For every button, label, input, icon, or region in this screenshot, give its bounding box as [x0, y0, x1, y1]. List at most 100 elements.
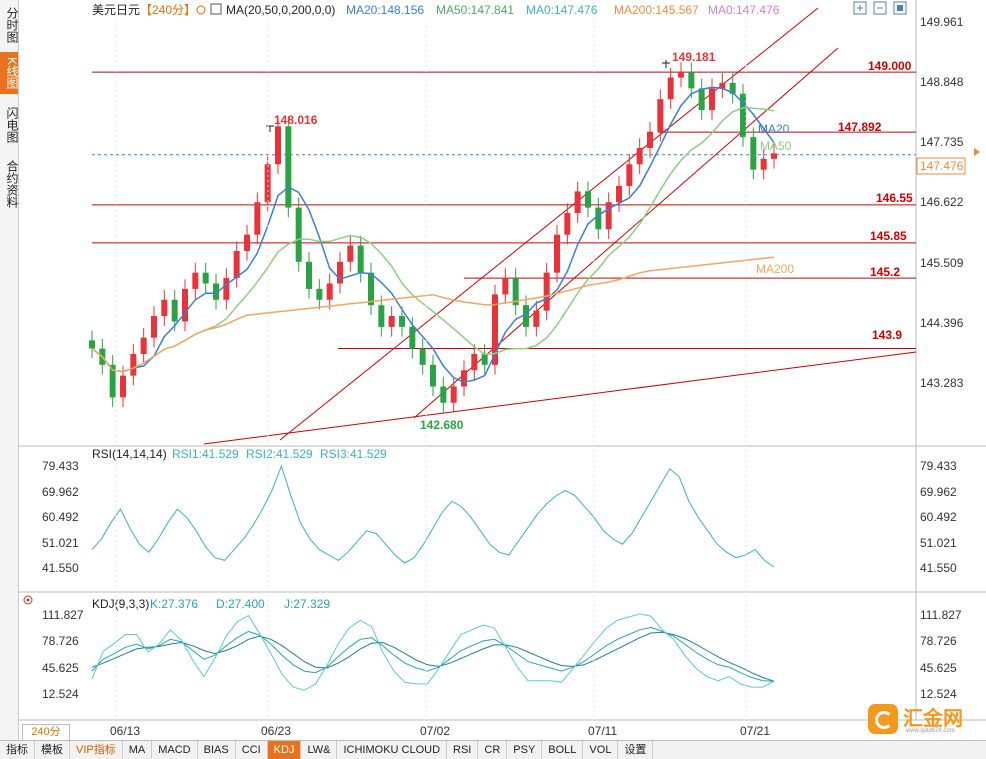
indicator-tab-1[interactable]: 模板: [35, 741, 70, 759]
kdj-tick: 12.524: [42, 687, 79, 701]
tab-kline[interactable]: K线图: [0, 52, 19, 94]
indicator-tab-12[interactable]: PSY: [507, 741, 543, 759]
rsi-tick: 60.492: [920, 510, 957, 524]
candle-body: [254, 202, 261, 235]
candle-body: [89, 340, 95, 349]
indicator-tab-2[interactable]: VIP指标: [70, 741, 123, 759]
chart-type-icon[interactable]: [210, 3, 222, 15]
tab-flash[interactable]: 闪电图: [5, 107, 19, 143]
rsi-tick: 60.492: [42, 510, 79, 524]
candle-body: [368, 272, 374, 306]
rsi-tick: 69.962: [42, 485, 79, 499]
kdj-j-line: [91, 613, 775, 691]
candle-body: [120, 375, 126, 398]
candle-body: [543, 272, 550, 311]
kdj-tick: 45.625: [42, 661, 79, 675]
left-tab-bar: 分时图 K线图 闪电图 合约资料: [0, 0, 19, 740]
candle-body: [523, 305, 529, 327]
current-price-box: [916, 157, 966, 175]
indicator-tab-5[interactable]: BIAS: [198, 741, 236, 759]
low-label: 142.680: [420, 418, 464, 432]
ma200-line: [91, 256, 775, 373]
indicator-tab-6[interactable]: CCI: [236, 741, 268, 759]
kdj-tick: 78.726: [42, 634, 79, 648]
candle-body: [502, 278, 509, 295]
chart-canvas[interactable]: 美元日元 【240分】 MA(20,50,0,200,0,0) MA20:148…: [18, 0, 986, 740]
candle-body: [419, 348, 426, 365]
ma200-value: MA200:145.567: [614, 3, 699, 17]
date-label: 06/23: [261, 724, 291, 738]
candle-body: [244, 234, 250, 251]
settings-icon[interactable]: [196, 5, 206, 15]
candle-body: [306, 261, 312, 289]
candle-body: [295, 207, 302, 262]
candle-body: [130, 353, 137, 376]
candle-body: [140, 337, 147, 354]
indicator-tab-15[interactable]: 设置: [618, 741, 654, 759]
indicator-tab-9[interactable]: ICHIMOKU CLOUD: [337, 741, 448, 759]
candle-body: [698, 88, 705, 111]
kdj-settings-icon[interactable]: [23, 595, 33, 605]
ma200-label: MA200: [756, 262, 794, 276]
candle-body: [388, 316, 395, 327]
candle-body: [512, 278, 519, 306]
candle-body: [616, 185, 622, 203]
indicator-tab-3[interactable]: MA: [123, 741, 153, 759]
candle-body: [740, 93, 746, 138]
indicator-tab-bar: 指标 模板 VIP指标 MA MACD BIAS CCI KDJ LW& ICHIMOKU CLO…: [0, 740, 986, 759]
candle-body: [233, 250, 240, 279]
rsi-tick: 51.021: [42, 536, 79, 550]
indicator-tab-8[interactable]: LW&: [301, 741, 338, 759]
high-label: 149.181: [672, 50, 716, 64]
candle-body: [574, 191, 581, 214]
rsi-tick: 69.962: [920, 485, 957, 499]
candle-body: [585, 191, 591, 208]
kdj-j-value: J:27.329: [284, 597, 330, 611]
zoom-out-icon[interactable]: [873, 1, 887, 15]
high-label: 148.016: [274, 113, 318, 127]
candle-body: [657, 99, 664, 132]
indicator-tab-10[interactable]: RSI: [447, 741, 479, 759]
date-label: 07/21: [740, 724, 770, 738]
candle-body: [471, 353, 478, 371]
channel-lower-line: [413, 47, 839, 419]
kdj-tick: 12.524: [920, 687, 957, 701]
indicator-tab-4[interactable]: MACD: [152, 741, 198, 759]
tab-timeshare[interactable]: 分时图: [5, 7, 19, 43]
candle-body: [326, 283, 333, 300]
rsi-header: RSI(14,14,14): [92, 447, 167, 461]
candle-body: [709, 88, 715, 111]
rsi-tick: 79.433: [42, 459, 79, 473]
candle-body: [760, 158, 767, 170]
kdj-header: KDJ(9,3,3): [92, 597, 149, 611]
indicator-tab-7[interactable]: KDJ: [267, 741, 302, 759]
tab-contract-info[interactable]: 合约资料: [5, 160, 19, 208]
candle-body: [337, 261, 343, 284]
candle-body: [275, 126, 281, 165]
candle-body: [667, 77, 674, 100]
ma0-value: MA0:147.476: [526, 3, 598, 17]
kdj-tick: 111.827: [42, 608, 84, 622]
candle-body: [554, 234, 560, 273]
rsi3-value: RSI3:41.529: [320, 447, 387, 461]
ma20-line: [91, 86, 775, 383]
candle-body: [647, 131, 653, 148]
candle-body: [378, 305, 385, 327]
rsi-tick: 51.021: [920, 536, 957, 550]
fullscreen-icon[interactable]: [893, 1, 907, 15]
indicator-tab-14[interactable]: VOL: [583, 741, 619, 759]
candle-body: [492, 294, 498, 365]
indicator-tab-11[interactable]: CR: [478, 741, 508, 759]
period-select[interactable]: 240分: [22, 724, 70, 741]
indicator-tab-13[interactable]: BOLL: [542, 741, 584, 759]
candle-body: [595, 207, 602, 230]
rsi-tick: 41.550: [42, 561, 79, 575]
candle-body: [771, 153, 777, 159]
indicator-tab-0[interactable]: 指标: [0, 741, 35, 759]
ma20-label: MA20: [758, 122, 790, 136]
candle-body: [347, 245, 354, 262]
price-tick: 149.961: [920, 15, 964, 29]
ma50-label: MA50: [760, 139, 792, 153]
candle-body: [605, 202, 612, 230]
zoom-in-icon[interactable]: [853, 1, 867, 15]
